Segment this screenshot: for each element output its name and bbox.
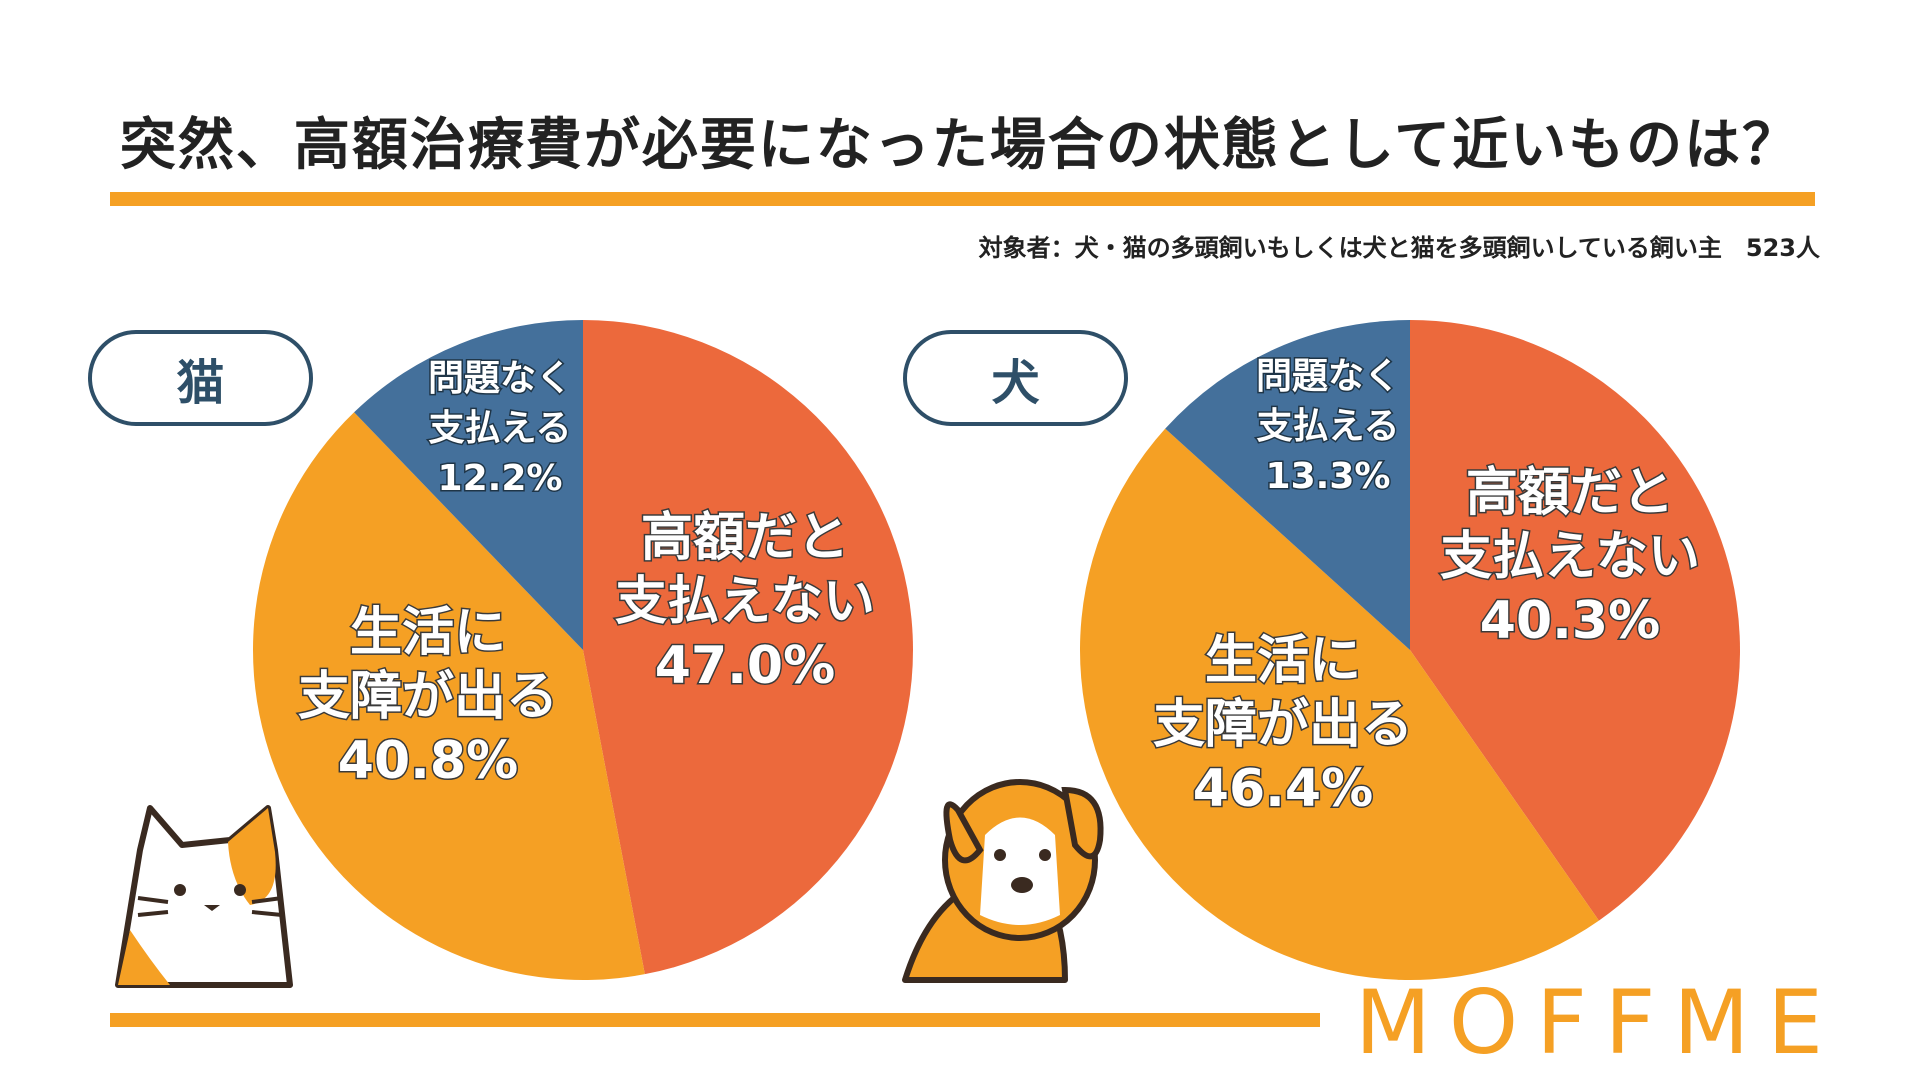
cat-slice-1-category-label: 生活に	[350, 603, 506, 663]
dog-slice-2-category-label: 支払える	[1257, 406, 1400, 447]
dog-slice-1-category-label: 生活に	[1205, 631, 1361, 691]
cat-illustration	[115, 805, 293, 988]
cat-slice-0-category-label: 高額だと	[641, 508, 849, 568]
dog-slice-1-category-label: 支障が出る	[1153, 695, 1413, 755]
cat-slice-2-category-label: 支払える	[429, 408, 572, 449]
cat-slice-1-value-label: 40.8%	[338, 731, 518, 791]
cat-pie-slice-1	[252, 412, 645, 980]
cat-slice-0-value-label: 47.0%	[655, 636, 835, 696]
cat-pie-slice-2	[354, 320, 583, 650]
cat-chart-label: 猫	[88, 330, 313, 426]
cat-slice-0-category-label: 支払えない	[615, 572, 875, 632]
dog-pie-slice-2	[1165, 320, 1410, 650]
cat-slice-2-category-label: 問題なく	[428, 358, 572, 399]
dog-slice-2-value-label: 13.3%	[1266, 456, 1391, 497]
dog-chart-label: 犬	[903, 330, 1128, 426]
chart-title: 突然、高額治療費が必要になった場合の状態として近いものは？	[119, 113, 1801, 178]
dog-pie-slice-1	[1080, 428, 1599, 980]
top-divider	[110, 192, 1815, 206]
cat-slice-1-category-label: 支障が出る	[298, 667, 558, 727]
dog-slice-0-value-label: 40.3%	[1480, 591, 1660, 651]
cat-pie-slice-0	[583, 320, 913, 975]
dog-slice-0-category-label: 高額だと	[1466, 463, 1674, 523]
bottom-divider	[110, 1013, 1320, 1027]
dog-slice-1-value-label: 46.4%	[1193, 759, 1373, 819]
cat-slice-2-value-label: 12.2%	[438, 458, 563, 499]
dog-slice-0-category-label: 支払えない	[1440, 527, 1700, 587]
dog-pie-slice-0	[1410, 320, 1740, 921]
moffme-logo: MOFFME	[1355, 971, 1841, 1074]
dog-slice-2-category-label: 問題なく	[1256, 356, 1400, 397]
dog-illustration	[902, 779, 1104, 983]
survey-subtitle: 対象者：犬・猫の多頭飼いもしくは犬と猫を多頭飼いしている飼い主 523人	[978, 234, 1820, 262]
